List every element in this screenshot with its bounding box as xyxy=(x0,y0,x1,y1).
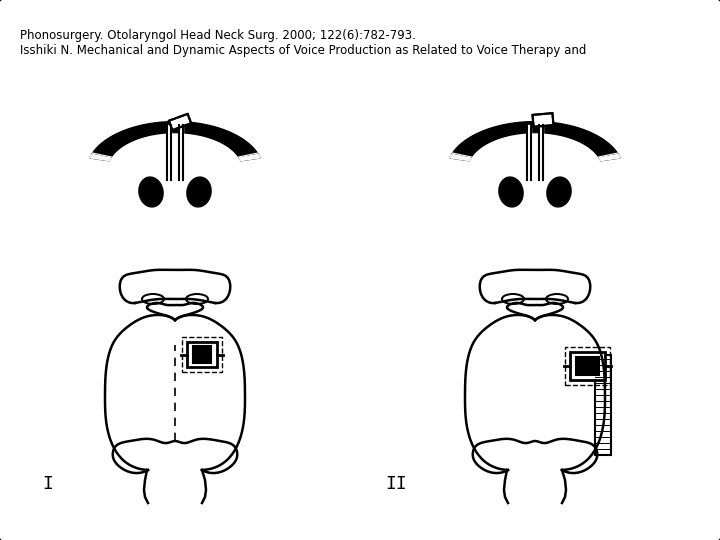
Bar xyxy=(193,346,211,363)
Polygon shape xyxy=(169,114,191,130)
Ellipse shape xyxy=(502,294,524,304)
Ellipse shape xyxy=(546,294,568,304)
Polygon shape xyxy=(533,113,554,127)
Text: Phonosurgery. Otolaryngol Head Neck Surg. 2000; 122(6):782-793.: Phonosurgery. Otolaryngol Head Neck Surg… xyxy=(20,29,416,42)
Bar xyxy=(565,347,610,385)
Bar xyxy=(576,357,599,375)
Polygon shape xyxy=(450,122,620,161)
Text: Isshiki N. Mechanical and Dynamic Aspects of Voice Production as Related to Voic: Isshiki N. Mechanical and Dynamic Aspect… xyxy=(20,44,586,57)
Polygon shape xyxy=(90,122,260,161)
Ellipse shape xyxy=(139,177,163,207)
Polygon shape xyxy=(167,125,171,180)
Ellipse shape xyxy=(142,294,164,304)
Ellipse shape xyxy=(186,294,208,304)
Bar xyxy=(187,342,217,367)
Ellipse shape xyxy=(187,177,211,207)
Ellipse shape xyxy=(547,177,571,207)
Text: II: II xyxy=(385,475,407,493)
Bar xyxy=(182,337,222,372)
Text: I: I xyxy=(42,475,53,493)
Polygon shape xyxy=(527,125,531,180)
Bar xyxy=(570,352,605,380)
Polygon shape xyxy=(539,125,543,180)
Polygon shape xyxy=(179,125,183,180)
Ellipse shape xyxy=(499,177,523,207)
Bar xyxy=(595,355,611,455)
